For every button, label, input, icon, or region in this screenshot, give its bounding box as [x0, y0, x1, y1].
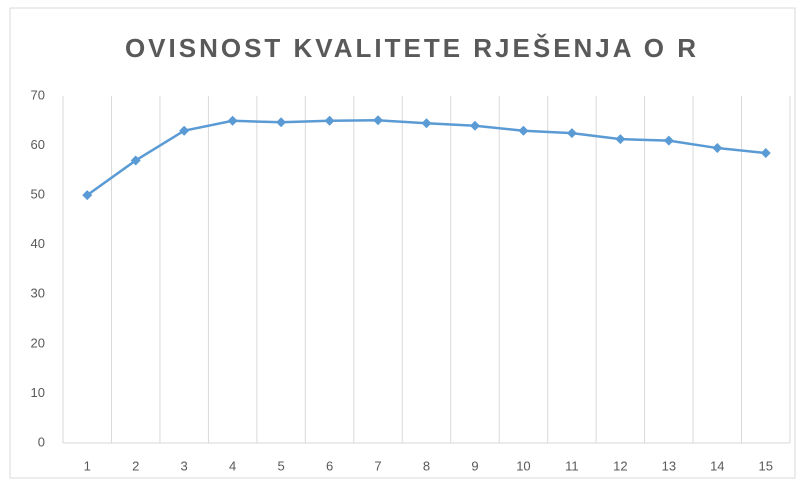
x-tick-label: 12	[613, 458, 627, 473]
y-tick-label: 30	[31, 286, 45, 301]
marker	[373, 115, 384, 126]
marker	[227, 115, 238, 126]
y-tick-label: 70	[31, 87, 45, 102]
marker	[712, 143, 723, 154]
x-tick-label: 4	[229, 458, 236, 473]
y-tick-label: 10	[31, 385, 45, 400]
x-tick-label: 15	[759, 458, 773, 473]
marker	[421, 118, 432, 129]
x-tick-label: 11	[565, 458, 579, 473]
x-tick-label: 2	[132, 458, 139, 473]
x-tick-label: 13	[662, 458, 676, 473]
marker	[469, 120, 480, 131]
x-tick-label: 14	[710, 458, 724, 473]
y-tick-label: 20	[31, 335, 45, 350]
marker	[324, 115, 335, 126]
marker	[130, 155, 141, 166]
y-tick-label: 60	[31, 137, 45, 152]
x-tick-label: 10	[516, 458, 530, 473]
chart-title: OVISNOST KVALITETE RJEŠENJA O R	[125, 33, 699, 63]
y-tick-label: 50	[31, 187, 45, 202]
marker	[82, 190, 93, 201]
x-tick-label: 7	[374, 458, 381, 473]
marker	[276, 117, 287, 128]
x-tick-label: 5	[277, 458, 284, 473]
marker	[179, 125, 190, 136]
x-tick-label: 3	[181, 458, 188, 473]
x-tick-label: 9	[471, 458, 478, 473]
y-tick-label: 40	[31, 236, 45, 251]
x-tick-label: 8	[423, 458, 430, 473]
y-tick-label: 0	[38, 434, 45, 449]
x-tick-label: 6	[326, 458, 333, 473]
marker	[663, 135, 674, 146]
marker	[566, 128, 577, 139]
marker	[518, 125, 529, 136]
marker	[615, 134, 626, 145]
x-tick-label: 1	[84, 458, 91, 473]
marker	[760, 148, 771, 159]
